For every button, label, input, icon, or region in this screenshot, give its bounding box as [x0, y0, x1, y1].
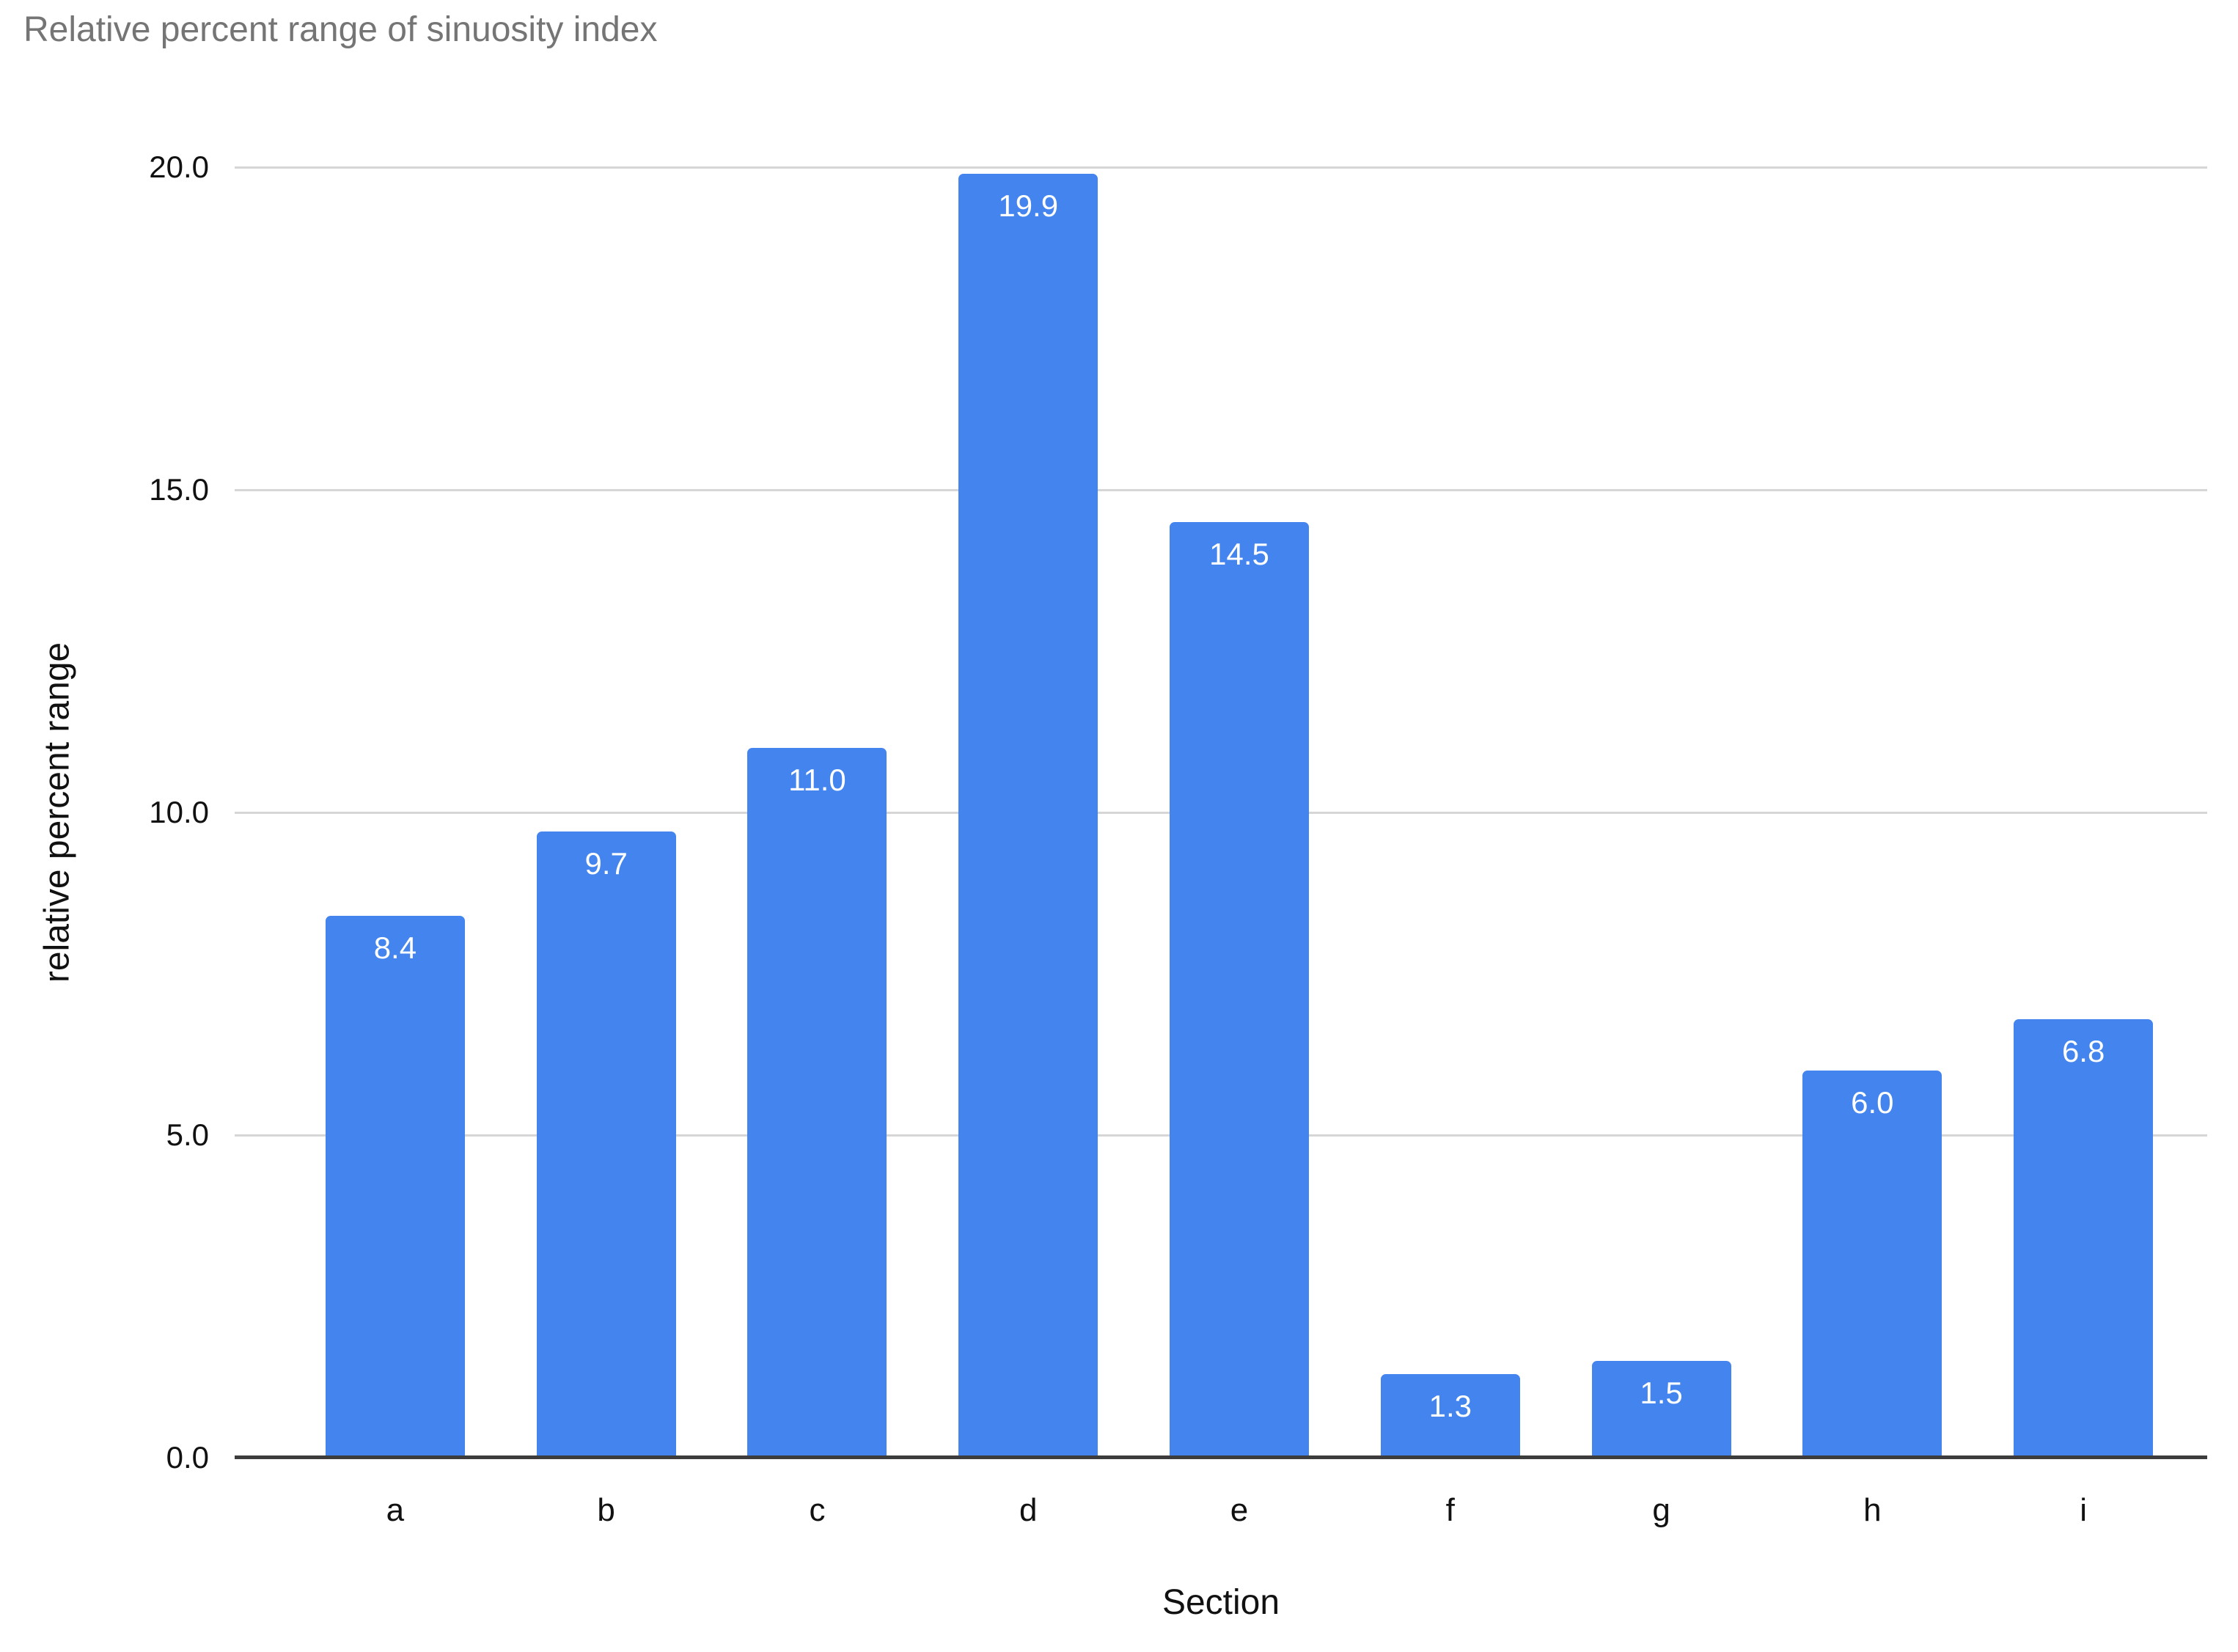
bar-value-label: 11.0 — [788, 763, 846, 797]
chart-title: Relative percent range of sinuosity inde… — [23, 10, 658, 49]
x-category-label-d: d — [1019, 1492, 1038, 1528]
bars-container: 8.4 9.7 11.0 19.9 14.5 1.3 1.5 6.0 6.8 — [235, 167, 2207, 1458]
bar-i[interactable]: 6.8 — [2014, 1018, 2154, 1458]
bar-band-i: 6.8 — [1978, 167, 2189, 1458]
bar-value-label: 6.0 — [1851, 1085, 1894, 1120]
bar-value-label: 6.8 — [2061, 1033, 2105, 1068]
x-category-label-i: i — [2080, 1492, 2088, 1528]
y-axis-tick-labels: 0.0 5.0 10.0 15.0 20.0 — [0, 150, 209, 1475]
bar-value-label: 1.3 — [1428, 1388, 1472, 1423]
x-category-label-f: f — [1445, 1492, 1455, 1528]
x-category-label-e: e — [1230, 1492, 1249, 1528]
bar-band-a: 8.4 — [290, 167, 501, 1458]
gridline — [235, 488, 2207, 491]
bar-g[interactable]: 1.5 — [1591, 1361, 1731, 1458]
bar-value-label: 14.5 — [1209, 537, 1269, 571]
x-axis-line — [235, 1455, 2207, 1459]
y-tick-label: 20.0 — [149, 150, 209, 184]
x-category-label-a: a — [386, 1492, 405, 1528]
bar-value-label: 9.7 — [584, 846, 628, 881]
bar-c[interactable]: 11.0 — [747, 748, 887, 1458]
x-category-label-g: g — [1652, 1492, 1670, 1528]
bar-b[interactable]: 9.7 — [536, 831, 676, 1458]
bar-value-label: 8.4 — [373, 930, 417, 965]
x-axis-title: Section — [1162, 1583, 1280, 1622]
y-tick-label: 0.0 — [166, 1440, 209, 1475]
bar-band-d: 19.9 — [922, 167, 1134, 1458]
y-tick-label: 5.0 — [166, 1117, 209, 1152]
x-category-label-b: b — [597, 1492, 615, 1528]
y-tick-label: 10.0 — [149, 795, 209, 829]
bar-value-label: 19.9 — [998, 188, 1059, 223]
bar-a[interactable]: 8.4 — [325, 915, 465, 1458]
gridline — [235, 166, 2207, 169]
bar-band-h: 6.0 — [1766, 167, 1978, 1458]
bar-band-b: 9.7 — [501, 167, 712, 1458]
x-axis-category-labels: a b c d e f g h i — [235, 1492, 2207, 1529]
bar-band-g: 1.5 — [1556, 167, 1767, 1458]
bar-f[interactable]: 1.3 — [1380, 1373, 1520, 1458]
bar-band-f: 1.3 — [1345, 167, 1556, 1458]
plot-area: 8.4 9.7 11.0 19.9 14.5 1.3 1.5 6.0 6.8 — [235, 166, 2207, 1459]
bar-d[interactable]: 19.9 — [958, 173, 1098, 1458]
bar-e[interactable]: 14.5 — [1170, 522, 1309, 1458]
bar-value-label: 1.5 — [1640, 1376, 1683, 1410]
bar-h[interactable]: 6.0 — [1802, 1071, 1942, 1458]
y-tick-label: 15.0 — [149, 472, 209, 507]
x-category-label-h: h — [1863, 1492, 1882, 1528]
x-category-label-c: c — [809, 1492, 826, 1528]
bar-band-c: 11.0 — [712, 167, 923, 1458]
bar-band-e: 14.5 — [1134, 167, 1345, 1458]
